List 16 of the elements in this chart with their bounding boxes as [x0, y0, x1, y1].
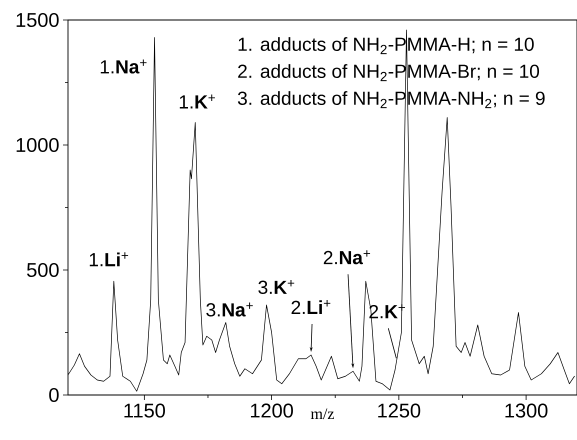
- x-axis-title: m/z: [310, 408, 334, 420]
- y-tick-label: 1500: [16, 12, 59, 28]
- annotation: 1.K$^{+}$: [180, 94, 215, 108]
- annotation: 1.Na$^{+}$: [100, 59, 147, 74]
- annotation: 2.Li$^{+}$: [292, 300, 330, 314]
- x-tick-label: 1150: [124, 404, 165, 418]
- annotation: 3.K$^{+}$: [258, 280, 294, 294]
- y-tick-label: 500: [27, 262, 59, 278]
- x-tick-label: 1300: [505, 404, 548, 418]
- y-tick-label: 1000: [16, 138, 59, 152]
- y-tick-label: 0: [49, 388, 59, 402]
- annotation: 3.Na$^{+}$: [206, 302, 253, 317]
- annotation: 1.Li$^{+}$: [90, 252, 128, 266]
- x-tick-label: 1200: [250, 404, 293, 418]
- x-tick-label: 1250: [378, 404, 420, 418]
- annotation: 2.Na$^{+}$: [324, 250, 370, 264]
